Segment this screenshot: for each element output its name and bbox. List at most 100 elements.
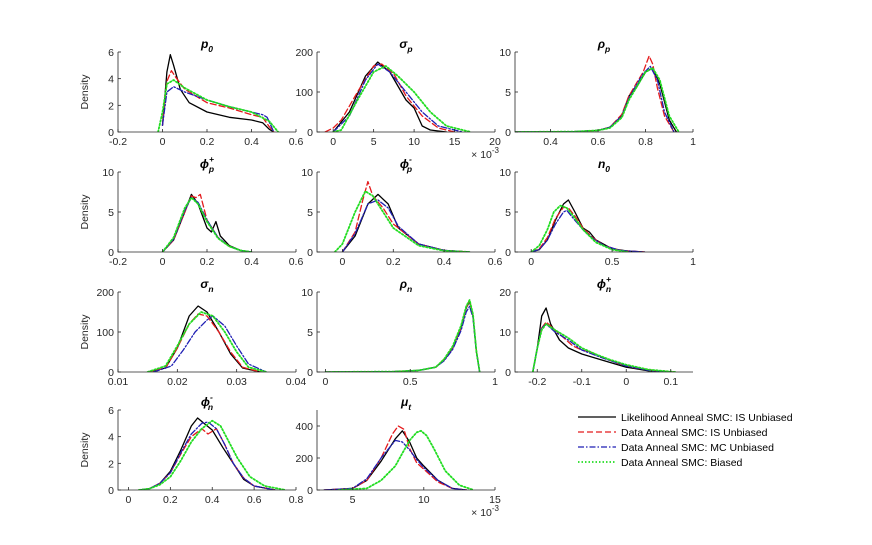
y-tick-label-3-2: 10 <box>102 167 114 179</box>
subplot-title-0: p0 <box>200 37 213 54</box>
y-axis-label-0: Density <box>79 74 91 110</box>
x-tick-label-9-4: 0.8 <box>289 494 304 506</box>
x-tick-label-9-3: 0.6 <box>247 494 262 506</box>
legend: Likelihood Anneal SMC: IS Unbiased Data A… <box>578 412 793 469</box>
x-tick-label-5-2: 1 <box>690 256 696 268</box>
x-tick-label-7-1: 0.5 <box>403 376 418 388</box>
x-tick-label-0-4: 0.6 <box>289 136 304 148</box>
axis-multiplier-1: × 10-3 <box>471 146 499 161</box>
series-line-1-3 <box>332 65 472 132</box>
series-line-4-2 <box>341 199 471 252</box>
y-axis-label-3: Density <box>79 194 91 230</box>
subplot-title-3: ϕ+ p <box>200 154 214 174</box>
y-tick-label-0-2: 4 <box>108 74 114 86</box>
series-line-9-1 <box>138 428 276 490</box>
x-tick-label-7-0: 0 <box>323 376 329 388</box>
y-tick-label-8-0: 0 <box>505 367 511 379</box>
y-axis-label-6: Density <box>79 314 91 350</box>
subplot-9: 0 0.2 0.4 0.6 0.8 0 2 4 6 ϕ-n Density <box>79 392 303 506</box>
y-tick-label-5-1: 5 <box>505 207 511 219</box>
y-tick-label-7-2: 10 <box>301 287 313 299</box>
series-line-1-2 <box>332 63 464 132</box>
x-tick-label-8-3: 0.1 <box>663 376 678 388</box>
x-tick-label-0-2: 0.2 <box>200 136 215 148</box>
x-tick-label-3-1: 0 <box>160 256 166 268</box>
x-tick-label-10-1: 10 <box>418 494 430 506</box>
axes-3 <box>117 172 296 253</box>
subplot-title-4: ϕ-p <box>400 154 412 174</box>
subplot-title-2: ρp <box>597 37 610 54</box>
series-line-4-3 <box>333 190 471 252</box>
x-tick-label-8-1: -0.1 <box>573 376 591 388</box>
x-tick-label-6-0: 0.01 <box>108 376 129 388</box>
x-tick-label-3-0: -0.2 <box>109 256 127 268</box>
series-line-9-3 <box>137 419 287 490</box>
y-tick-label-3-0: 0 <box>108 247 114 259</box>
y-tick-label-9-3: 6 <box>108 405 114 417</box>
series-line-6-2 <box>152 315 267 372</box>
y-axis-label-9: Density <box>79 432 91 468</box>
series-line-10-1 <box>323 425 468 490</box>
x-tick-label-3-2: 0.2 <box>200 256 215 268</box>
axes-5 <box>514 172 693 253</box>
series-line-7-2 <box>324 305 481 372</box>
x-tick-label-1-3: 15 <box>449 136 461 148</box>
legend-label-0: Likelihood Anneal SMC: IS Unbiased <box>621 412 793 424</box>
y-tick-label-1-0: 0 <box>307 127 313 139</box>
x-tick-label-2-3: 1 <box>690 136 696 148</box>
y-tick-label-10-0: 0 <box>307 485 313 497</box>
series-line-10-0 <box>323 430 468 490</box>
x-tick-label-2-1: 0.6 <box>591 136 606 148</box>
series-line-0-2 <box>161 86 275 132</box>
x-tick-label-0-1: 0 <box>160 136 166 148</box>
series-line-2-0 <box>515 67 678 132</box>
x-tick-label-1-1: 5 <box>371 136 377 148</box>
x-tick-label-8-0: -0.2 <box>528 376 546 388</box>
series-line-6-1 <box>147 313 262 372</box>
y-tick-label-6-1: 100 <box>96 327 114 339</box>
x-tick-label-7-2: 1 <box>492 376 498 388</box>
x-tick-label-9-1: 0.2 <box>163 494 178 506</box>
subplot-title-6: σn <box>200 277 213 294</box>
legend-label-2: Data Anneal SMC: MC Unbiased <box>621 442 774 454</box>
series-line-3-3 <box>161 196 253 252</box>
x-tick-label-5-1: 0.5 <box>605 256 620 268</box>
x-tick-label-9-2: 0.4 <box>205 494 220 506</box>
subplot-title-10: μt <box>400 395 412 412</box>
y-tick-label-7-0: 0 <box>307 367 313 379</box>
subplot-4: 0 0.2 0.4 0.6 0 5 10 ϕ-p <box>301 154 502 268</box>
x-tick-label-2-2: 0.8 <box>638 136 653 148</box>
y-tick-label-9-2: 4 <box>108 432 114 444</box>
x-tick-label-3-4: 0.6 <box>289 256 304 268</box>
y-tick-label-0-3: 6 <box>108 47 114 59</box>
x-tick-label-4-2: 0.4 <box>437 256 452 268</box>
series-line-10-3 <box>337 429 475 490</box>
x-tick-label-6-3: 0.04 <box>286 376 307 388</box>
x-tick-label-1-0: 0 <box>330 136 336 148</box>
axes-10 <box>316 410 495 491</box>
subplot-title-1: σp <box>399 37 412 54</box>
y-tick-label-9-0: 0 <box>108 485 114 497</box>
y-tick-label-9-1: 2 <box>108 458 114 470</box>
series-line-8-2 <box>532 323 672 372</box>
y-tick-label-6-2: 200 <box>96 287 114 299</box>
x-tick-label-5-0: 0 <box>528 256 534 268</box>
series-line-1-0 <box>332 61 448 132</box>
y-tick-label-6-0: 0 <box>108 367 114 379</box>
y-tick-label-2-0: 0 <box>505 127 511 139</box>
series-line-2-3 <box>515 67 680 132</box>
subplot-title-7: ρn <box>399 277 412 294</box>
x-tick-label-6-2: 0.03 <box>226 376 247 388</box>
y-tick-label-10-2: 400 <box>295 421 313 433</box>
subplot-6: 0.01 0.02 0.03 0.04 0 100 200 σn Density <box>79 277 306 388</box>
y-tick-label-10-1: 200 <box>295 453 313 465</box>
series-line-5-3 <box>530 204 630 252</box>
y-tick-label-7-1: 5 <box>307 327 313 339</box>
